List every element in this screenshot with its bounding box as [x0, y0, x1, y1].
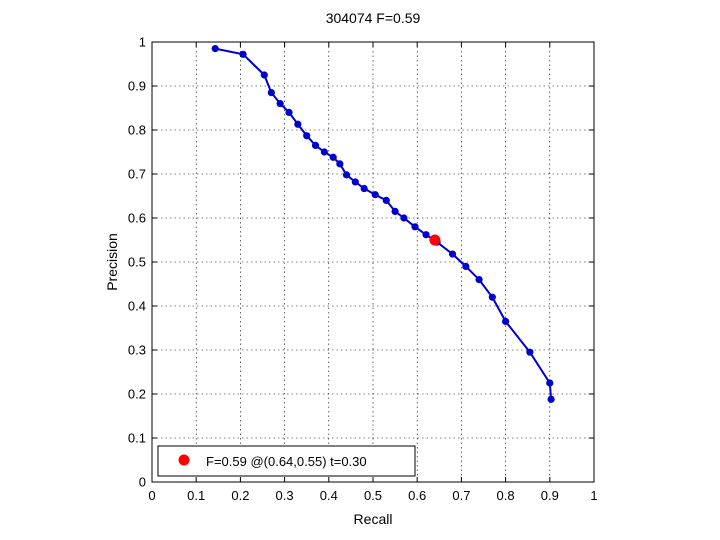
data-point	[526, 348, 534, 356]
data-point	[360, 184, 368, 193]
data-point	[329, 153, 337, 161]
y-tick-label: 0.4	[128, 299, 146, 314]
legend-marker	[178, 454, 190, 466]
data-point	[502, 317, 510, 325]
grid	[152, 42, 594, 482]
x-axis-title: Recall	[354, 511, 393, 527]
axes-box	[151, 41, 595, 483]
data-point	[547, 395, 555, 403]
data-point	[411, 223, 419, 231]
y-axis-title: Precision	[104, 233, 120, 291]
best-f-marker	[429, 234, 441, 246]
series-layer	[211, 45, 555, 403]
x-tick-label: 0.6	[408, 488, 426, 503]
y-tick-label: 0.9	[128, 79, 146, 94]
data-point	[382, 196, 390, 204]
legend: F=0.59 @(0.64,0.55) t=0.30	[157, 445, 416, 477]
data-point	[285, 108, 293, 116]
y-tick-label: 0.6	[128, 211, 146, 226]
x-tick-label: 0.1	[187, 488, 205, 503]
data-point	[371, 191, 379, 199]
data-point	[546, 379, 554, 387]
data-point	[488, 293, 496, 301]
x-tick-label: 0.5	[364, 488, 382, 503]
data-point	[320, 148, 328, 156]
data-point	[351, 178, 359, 186]
highlight-layer	[429, 234, 441, 246]
x-tick-label: 0.7	[452, 488, 470, 503]
y-tick-label: 0	[139, 475, 146, 490]
data-point	[391, 207, 399, 215]
data-point	[311, 141, 320, 149]
data-point	[342, 171, 351, 179]
legend-box	[157, 445, 416, 477]
y-tick-label: 0.7	[128, 167, 146, 182]
data-point	[400, 214, 408, 222]
x-tick-label: 0	[148, 488, 155, 503]
data-point	[211, 45, 219, 53]
data-point	[462, 262, 470, 270]
y-tick-label: 0.3	[128, 343, 146, 358]
data-point	[260, 71, 268, 79]
legend-label: F=0.59 @(0.64,0.55) t=0.30	[206, 454, 367, 469]
x-tick-label: 0.9	[541, 488, 559, 503]
y-tick-label: 0.1	[128, 431, 146, 446]
data-point	[239, 50, 247, 58]
x-tick-label: 1	[590, 488, 597, 503]
x-tick-label: 0.8	[497, 488, 515, 503]
x-tick-label: 0.3	[276, 488, 294, 503]
y-tick-label: 0.8	[128, 123, 146, 138]
axes: 0 0.1 0.2 0.3 0.4 0.5 0.6 0.7 0.8 0.9 1 0 0.1 0.2 0.3 0…	[128, 35, 598, 504]
data-point	[422, 231, 430, 239]
data-point	[448, 250, 457, 258]
data-point	[303, 132, 311, 140]
data-point	[294, 120, 302, 128]
data-point	[267, 89, 275, 97]
data-point	[336, 160, 344, 168]
y-tick-label: 0.2	[128, 387, 146, 402]
data-point	[276, 100, 284, 108]
y-tick-label: 0.5	[128, 255, 146, 270]
x-tick-label: 0.2	[231, 488, 249, 503]
data-point	[475, 276, 483, 284]
x-tick-label: 0.4	[320, 488, 338, 503]
y-tick-label: 1	[139, 35, 146, 50]
chart-title: 304074 F=0.59	[326, 10, 421, 26]
